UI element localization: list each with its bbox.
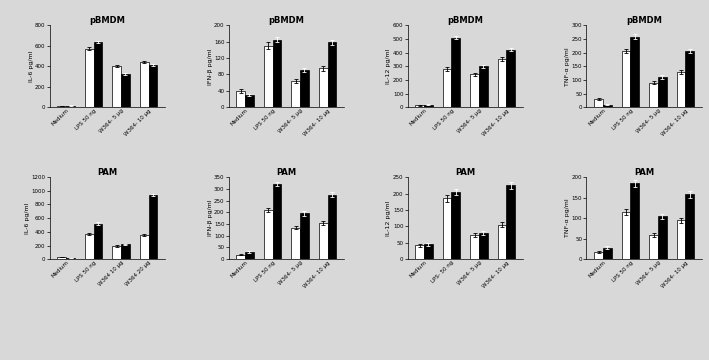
Bar xyxy=(300,70,309,107)
Title: PAM: PAM xyxy=(455,168,475,177)
Bar xyxy=(66,106,75,107)
Bar xyxy=(452,192,460,259)
Bar xyxy=(319,223,328,259)
Title: pBMDM: pBMDM xyxy=(626,16,662,25)
Bar xyxy=(442,198,452,259)
Bar xyxy=(300,213,309,259)
Bar xyxy=(236,91,245,107)
Y-axis label: TNF-α pg/ml: TNF-α pg/ml xyxy=(565,47,571,86)
Bar xyxy=(649,83,658,107)
Bar xyxy=(424,104,432,107)
Title: PAM: PAM xyxy=(277,168,296,177)
Bar xyxy=(470,235,479,259)
Bar xyxy=(121,244,130,259)
Bar xyxy=(66,258,75,259)
Bar xyxy=(140,235,149,259)
Bar xyxy=(149,195,157,259)
Bar xyxy=(415,246,424,259)
Bar xyxy=(57,257,66,259)
Bar xyxy=(470,75,479,107)
Bar xyxy=(594,99,603,107)
Bar xyxy=(291,81,300,107)
Bar xyxy=(264,46,272,107)
Bar xyxy=(452,37,460,107)
Bar xyxy=(603,248,612,259)
Bar xyxy=(506,50,515,107)
Bar xyxy=(94,224,102,259)
Bar xyxy=(479,233,488,259)
Bar xyxy=(622,212,630,259)
Bar xyxy=(236,255,245,259)
Title: pBMDM: pBMDM xyxy=(269,16,304,25)
Bar xyxy=(506,185,515,259)
Bar xyxy=(658,77,666,107)
Y-axis label: IFN-β pg/ml: IFN-β pg/ml xyxy=(208,48,213,85)
Bar xyxy=(594,252,603,259)
Bar xyxy=(57,106,66,107)
Bar xyxy=(264,210,272,259)
Bar xyxy=(415,105,424,107)
Bar xyxy=(498,225,506,259)
Y-axis label: IL-12 pg/ml: IL-12 pg/ml xyxy=(386,201,391,236)
Y-axis label: IL-12 pg/ml: IL-12 pg/ml xyxy=(386,49,391,84)
Bar xyxy=(328,42,336,107)
Bar xyxy=(686,51,694,107)
Bar xyxy=(603,104,612,107)
Bar xyxy=(649,235,658,259)
Bar xyxy=(272,184,281,259)
Bar xyxy=(245,95,254,107)
Bar xyxy=(319,68,328,107)
Bar xyxy=(328,195,336,259)
Y-axis label: IL-6 pg/ml: IL-6 pg/ml xyxy=(25,202,30,234)
Bar xyxy=(121,74,130,107)
Bar xyxy=(686,194,694,259)
Bar xyxy=(676,220,686,259)
Bar xyxy=(498,59,506,107)
Bar xyxy=(442,69,452,107)
Bar xyxy=(94,42,102,107)
Y-axis label: IFN-β pg/ml: IFN-β pg/ml xyxy=(208,200,213,237)
Title: PAM: PAM xyxy=(634,168,654,177)
Bar xyxy=(424,244,432,259)
Bar xyxy=(140,62,149,107)
Bar xyxy=(245,252,254,259)
Bar xyxy=(291,228,300,259)
Y-axis label: IL-6 pg/ml: IL-6 pg/ml xyxy=(28,50,33,82)
Bar xyxy=(479,66,488,107)
Bar xyxy=(622,51,630,107)
Bar xyxy=(112,246,121,259)
Title: pBMDM: pBMDM xyxy=(447,16,483,25)
Bar xyxy=(630,37,640,107)
Bar xyxy=(630,183,640,259)
Y-axis label: TNF-α pg/ml: TNF-α pg/ml xyxy=(565,199,571,238)
Bar xyxy=(85,234,94,259)
Bar xyxy=(112,66,121,107)
Bar xyxy=(149,65,157,107)
Bar xyxy=(85,49,94,107)
Bar xyxy=(676,72,686,107)
Title: PAM: PAM xyxy=(97,168,118,177)
Title: pBMDM: pBMDM xyxy=(89,16,125,25)
Bar xyxy=(658,216,666,259)
Bar xyxy=(272,40,281,107)
